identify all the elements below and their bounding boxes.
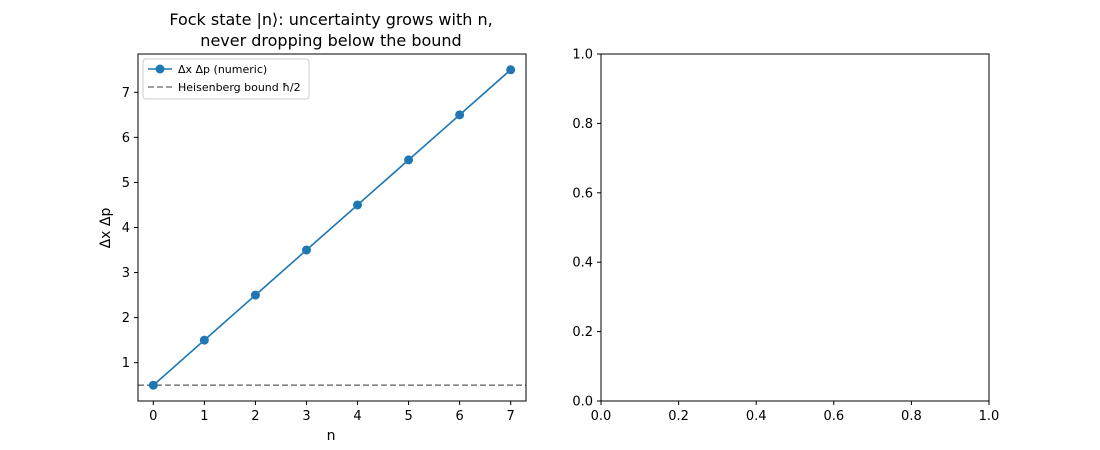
y-tick-label: 0.8 [572, 117, 593, 132]
y-tick-label: 4 [122, 221, 130, 236]
y-axis-ticks: 0.0 0.2 0.4 0.6 0.8 1.0 [572, 48, 601, 410]
x-tick-label: 6 [455, 409, 463, 424]
chart-title-line-2: never dropping below the bound [200, 31, 461, 50]
x-tick-label: 3 [302, 409, 310, 424]
y-tick-label: 5 [122, 176, 130, 191]
data-point [199, 335, 209, 345]
x-tick-label: 0 [149, 409, 157, 424]
data-point [301, 245, 311, 255]
chart-title-line-1: Fock state |n⟩: uncertainty grows with n… [169, 10, 492, 29]
plot-frame [137, 53, 527, 402]
x-axis-ticks: 0.0 0.2 0.4 0.6 0.8 1.0 [591, 401, 1000, 424]
legend-box [142, 58, 310, 100]
y-axis-label: Δx Δp [98, 208, 114, 249]
data-point [353, 200, 363, 210]
chart-right: 0.0 0.2 0.4 0.6 0.8 1.0 0.0 0.2 0.4 0.6 0.8 1.0 [572, 48, 999, 425]
y-tick-label: 0.0 [572, 395, 593, 410]
y-tick-label: 0.2 [572, 325, 593, 340]
data-point [148, 380, 158, 390]
x-tick-label: 4 [353, 409, 361, 424]
data-point [455, 110, 465, 120]
y-tick-label: 1.0 [572, 48, 593, 63]
plot-frame [600, 53, 990, 402]
legend: Δx Δp (numeric) Heisenberg bound ħ/2 [142, 58, 310, 100]
chart-left: Fock state |n⟩: uncertainty grows with n… [98, 10, 527, 444]
legend-series-label: Δx Δp (numeric) [178, 63, 267, 76]
y-tick-label: 2 [122, 311, 130, 326]
x-tick-label: 0.0 [591, 409, 612, 424]
y-tick-label: 7 [122, 86, 130, 101]
x-tick-label: 1 [200, 409, 208, 424]
x-axis-label: n [327, 428, 336, 444]
y-tick-label: 1 [122, 356, 130, 371]
x-axis-ticks: 0 1 2 3 4 5 6 7 [149, 401, 515, 424]
data-point [506, 65, 516, 75]
y-tick-label: 3 [122, 266, 130, 281]
series-points [148, 65, 516, 390]
data-point [250, 290, 260, 300]
y-tick-label: 0.4 [572, 256, 593, 271]
x-tick-label: 0.8 [901, 409, 922, 424]
x-tick-label: 5 [404, 409, 412, 424]
y-tick-label: 0.6 [572, 186, 593, 201]
legend-series-swatch-marker [155, 64, 165, 74]
x-tick-label: 1.0 [979, 409, 1000, 424]
series-line [152, 69, 512, 386]
x-tick-label: 7 [507, 409, 515, 424]
y-axis-ticks: 1 2 3 4 5 6 7 [122, 86, 138, 371]
x-tick-label: 0.2 [668, 409, 689, 424]
data-point [404, 155, 414, 165]
x-tick-label: 0.6 [823, 409, 844, 424]
x-tick-label: 2 [251, 409, 259, 424]
y-tick-label: 6 [122, 131, 130, 146]
x-tick-label: 0.4 [746, 409, 767, 424]
legend-bound-label: Heisenberg bound ħ/2 [178, 81, 301, 94]
